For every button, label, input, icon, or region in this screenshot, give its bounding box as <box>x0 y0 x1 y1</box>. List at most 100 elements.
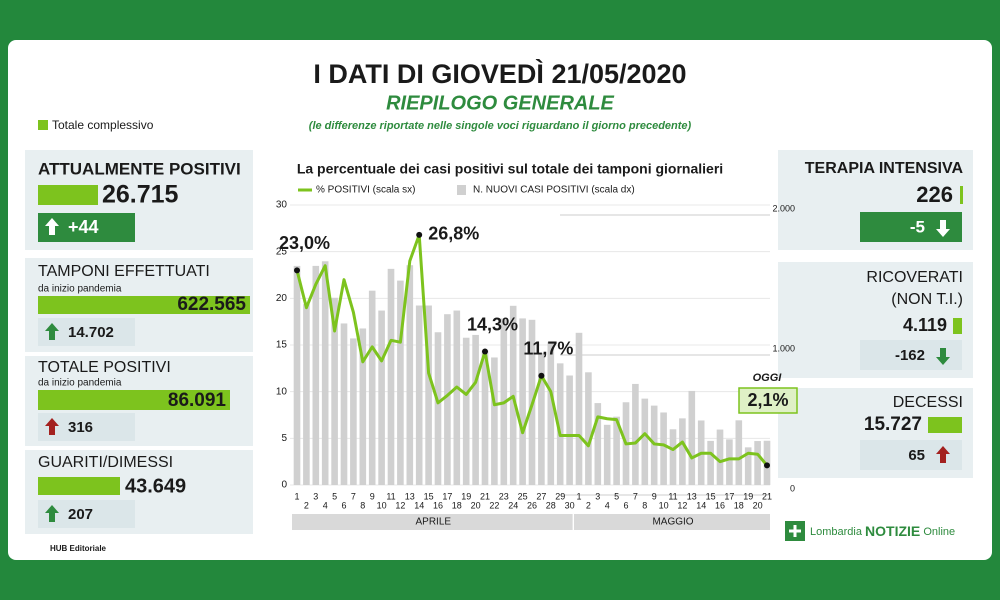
x-tick-label: 9 <box>652 491 657 501</box>
panel-total: 26.715 <box>102 181 179 209</box>
x-tick-label: 12 <box>395 500 405 510</box>
legend-label: % POSITIVI (scala sx) <box>316 185 415 196</box>
panel-bar <box>953 318 962 334</box>
x-tick-label: 6 <box>623 500 628 510</box>
panel-change: +44 <box>68 217 99 237</box>
x-tick-label: 7 <box>351 491 356 501</box>
panel-change: 316 <box>68 419 93 436</box>
logo-part: Online <box>923 526 955 538</box>
x-tick-label: 19 <box>743 491 753 501</box>
panel-label: TERAPIA INTENSIVA <box>805 160 964 177</box>
bar <box>519 318 526 485</box>
x-tick-label: 11 <box>386 491 395 501</box>
x-tick-label: 23 <box>499 491 509 501</box>
y-tick-label: 25 <box>276 246 288 257</box>
x-tick-label: 5 <box>614 491 619 501</box>
chart-title: La percentuale dei casi positivi sul tot… <box>297 161 723 177</box>
note: (le differenze riportate nelle singole v… <box>309 120 692 132</box>
y2-tick-label: 0 <box>790 483 795 493</box>
x-tick-label: 24 <box>508 500 518 510</box>
bar <box>491 357 498 485</box>
arrow-up <box>45 505 59 522</box>
bar <box>378 310 385 485</box>
arrow-up <box>45 418 59 435</box>
y-tick-label: 5 <box>281 433 287 444</box>
y2-tick-label: 1.000 <box>772 343 795 353</box>
bar <box>603 424 611 485</box>
value-label: 23,0% <box>279 233 330 253</box>
panel-bar <box>38 185 98 205</box>
panel-label: RICOVERATI <box>866 269 963 286</box>
panel-bar <box>38 477 120 495</box>
y2-tick-label: 2.000 <box>772 203 795 213</box>
bar <box>387 268 395 485</box>
x-tick-label: 4 <box>323 500 328 510</box>
bar <box>754 441 761 485</box>
panel-change: -162 <box>895 347 925 364</box>
x-tick-label: 11 <box>668 491 677 501</box>
bar <box>716 429 724 485</box>
line <box>295 233 769 467</box>
bar <box>556 363 564 485</box>
x-tick-label: 21 <box>762 491 772 501</box>
x-tick-label: 1 <box>576 491 581 501</box>
bar <box>293 265 301 485</box>
x-tick-label: 9 <box>370 491 375 501</box>
point <box>294 267 300 274</box>
bar <box>397 280 404 485</box>
x-tick-label: 12 <box>677 500 687 510</box>
panel-total: 86.091 <box>168 390 227 411</box>
x-tick-label: 6 <box>341 500 346 510</box>
bar <box>735 420 743 485</box>
card <box>8 40 992 560</box>
x-tick-label: 4 <box>605 500 610 510</box>
value-label: 2,1% <box>747 390 788 410</box>
x-tick-label: 17 <box>724 491 734 501</box>
panel-bar <box>960 186 963 204</box>
x-tick-label: 13 <box>687 491 697 501</box>
arrow-down <box>936 220 950 237</box>
bar <box>547 342 555 485</box>
x-tick-label: 14 <box>696 500 706 510</box>
x-tick-label: 26 <box>527 500 537 510</box>
x-tick-label: 15 <box>424 491 434 501</box>
panel-label: ATTUALMENTE POSITIVI <box>38 159 241 178</box>
bar <box>613 416 620 485</box>
bar <box>321 261 329 485</box>
bar <box>669 429 677 485</box>
panel-total: 43.649 <box>125 475 186 497</box>
y-tick-label: 30 <box>276 200 288 211</box>
panel-change: -5 <box>910 217 925 236</box>
panel-label: DECESSI <box>893 394 963 411</box>
group-band <box>292 514 573 530</box>
x-tick-label: 22 <box>489 500 499 510</box>
x-tick-label: 8 <box>642 500 647 510</box>
panel-bar <box>38 390 230 410</box>
panel-total: 226 <box>916 182 953 207</box>
legend-label: N. NUOVI CASI POSITIVI (scala dx) <box>473 185 635 196</box>
legend-text: Totale complessivo <box>52 118 154 132</box>
bar <box>641 398 649 485</box>
y-tick-label: 15 <box>276 340 288 351</box>
bar <box>434 332 442 485</box>
bar <box>585 372 592 485</box>
bar <box>415 305 423 485</box>
bar <box>538 352 545 485</box>
bar <box>462 337 470 485</box>
logo-mark <box>789 525 801 537</box>
panel-total: 4.119 <box>903 315 947 335</box>
bar <box>688 390 696 485</box>
y-tick-label: 20 <box>276 293 288 304</box>
bar <box>472 334 479 485</box>
bar <box>368 290 376 485</box>
x-tick-label: 20 <box>471 500 481 510</box>
x-tick-label: 20 <box>753 500 763 510</box>
panel-label: (NON T.I.) <box>891 291 963 308</box>
value-label: 11,7% <box>523 339 573 359</box>
arrow-up <box>45 218 59 235</box>
point <box>764 462 770 469</box>
bar <box>707 440 714 485</box>
bar <box>660 412 667 485</box>
